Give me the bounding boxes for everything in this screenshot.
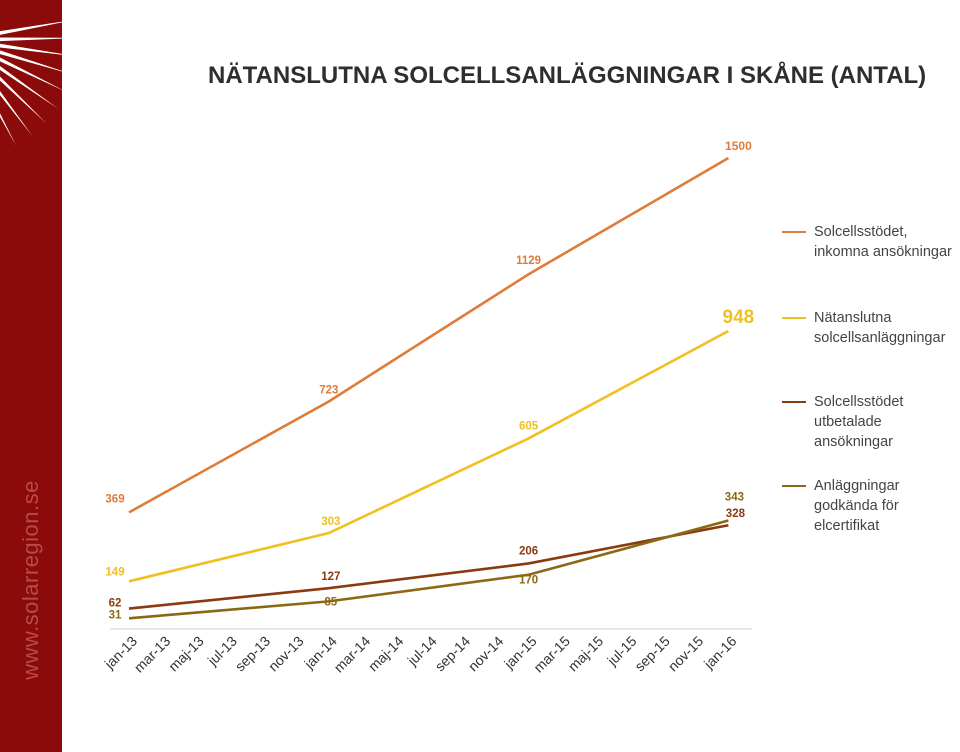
sun-ray	[0, 90, 33, 136]
data-label: 605	[519, 420, 539, 432]
sun-ray	[0, 57, 62, 90]
sun-ray	[0, 113, 17, 146]
data-label: 723	[319, 384, 338, 396]
data-label: 170	[519, 575, 538, 587]
sidebar-band: www.solarregion.se	[0, 0, 62, 752]
data-label: 948	[723, 307, 755, 328]
sun-ray	[0, 43, 62, 55]
x-tick-label: maj-15	[565, 633, 607, 675]
x-tick-label: maj-13	[165, 633, 207, 675]
sun-ray	[0, 21, 62, 35]
legend-label: Solcellsstödet utbetalade ansökningar	[814, 394, 904, 450]
sun-rays-icon	[0, 21, 62, 146]
series-lines	[128, 156, 730, 620]
x-tick-label: maj-14	[365, 633, 407, 675]
legend-entry: Solcellsstödet utbetalade ansökningar	[782, 392, 959, 452]
data-label: 85	[324, 596, 337, 608]
chart-title: NÄTANSLUTNA SOLCELLSANLÄGGNINGAR I SKÅNE…	[208, 62, 927, 89]
x-tick-labels: jan-13mar-13maj-13jul-13sep-13nov-13jan-…	[101, 633, 740, 676]
legend-entry: Nätanslutna solcellsanläggningar	[782, 308, 959, 348]
series-line	[128, 329, 730, 583]
sun-ray	[0, 37, 62, 42]
data-label: 343	[725, 492, 744, 504]
data-label: 149	[105, 566, 124, 578]
x-tick-label: sep-15	[631, 633, 673, 675]
series-line	[128, 156, 730, 514]
legend-entry: Solcellsstödet, inkomna ansökningar	[782, 222, 959, 262]
data-labels: 369 723 1129 1500 149 303 605 948 62 127 206 328 31 8…	[105, 139, 754, 621]
x-tick-label: nov-13	[265, 633, 307, 675]
legend-entry: Anläggningar godkända för elcertifikat	[782, 476, 959, 536]
legend-swatch	[782, 485, 806, 487]
legend-swatch	[782, 317, 806, 319]
sun-ray	[0, 76, 47, 124]
data-label: 1500	[725, 139, 752, 153]
data-label: 206	[519, 545, 538, 557]
data-label: 127	[321, 571, 340, 583]
data-label: 1129	[516, 255, 541, 267]
legend-label: Solcellsstödet, inkomna ansökningar	[814, 224, 952, 260]
x-tick-label: sep-13	[232, 633, 274, 675]
legend-label: Anläggningar godkända för elcertifikat	[814, 478, 900, 534]
x-tick-label: nov-15	[665, 633, 707, 675]
x-tick-label: jan-16	[700, 633, 740, 673]
legend-label: Nätanslutna solcellsanläggningar	[814, 310, 946, 346]
series-line	[128, 523, 729, 610]
data-label: 369	[105, 493, 124, 505]
sun-ray	[0, 65, 59, 109]
x-tick-label: nov-14	[465, 633, 507, 675]
data-label: 328	[726, 508, 746, 520]
data-label: 31	[109, 609, 122, 621]
series-line	[128, 519, 729, 620]
sun-ray	[0, 50, 62, 72]
data-label: 62	[109, 598, 122, 610]
data-label: 303	[321, 516, 340, 528]
x-tick-label: mar-15	[530, 633, 573, 676]
x-tick-label: sep-14	[432, 633, 474, 675]
x-tick-label: mar-13	[131, 633, 174, 676]
legend-swatch	[782, 231, 806, 233]
x-tick-label: mar-14	[331, 633, 374, 676]
legend-swatch	[782, 401, 806, 403]
